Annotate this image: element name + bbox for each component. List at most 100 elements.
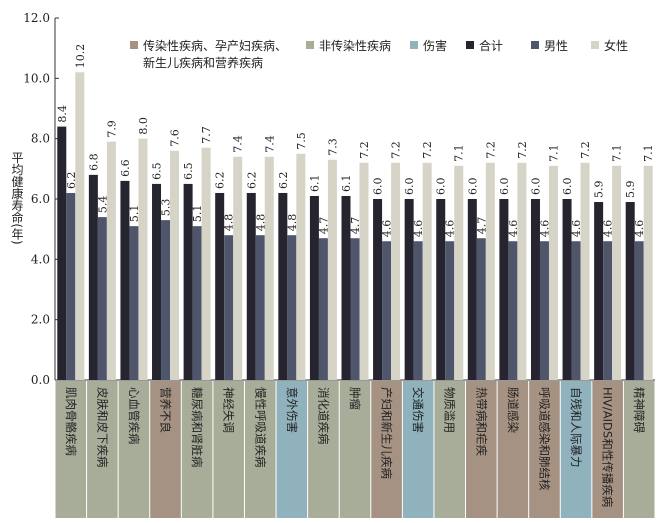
category-label: 消化道疾病 (316, 387, 330, 445)
bar-合计-5 (215, 192, 225, 380)
category-cell-8 (308, 381, 339, 518)
bar-合计-12 (436, 199, 446, 380)
data-label: 6.1 (308, 174, 321, 192)
data-label: 6.2 (214, 171, 227, 189)
data-label: 4.6 (412, 220, 425, 238)
bar-男性-9 (350, 238, 360, 380)
data-label: 4.6 (444, 220, 457, 238)
bar-男性-5 (224, 235, 234, 380)
category-cell-11 (402, 381, 434, 518)
category-labels: 肌肉骨骼疾病 皮肤和皮下疾病 心血管疾病 营养不良 糖尿病和肾脏病 神经失调 慢性呼吸道疾病… (64, 387, 646, 508)
data-label: 7.2 (484, 141, 497, 159)
data-label: 4.6 (507, 220, 520, 238)
data-label: 7.2 (516, 141, 529, 159)
data-label: 7.4 (232, 135, 245, 153)
bar-女性-14 (517, 162, 527, 380)
bar-合计-14 (499, 199, 509, 380)
data-label: 7.1 (642, 144, 655, 162)
bar-女性-3 (170, 150, 180, 380)
bar-男性-16 (571, 241, 581, 380)
category-label: 糖尿病和肾脏病 (190, 387, 204, 468)
bar-合计-15 (530, 199, 540, 380)
data-label: 7.7 (200, 126, 213, 144)
data-label: 4.6 (633, 220, 646, 238)
legend-label: 男性 (544, 39, 568, 53)
bar-男性-7 (287, 235, 297, 380)
bar-男性-18 (634, 241, 644, 380)
bar-合计-9 (341, 195, 351, 380)
bar-合计-8 (309, 195, 319, 380)
legend-label: 伤害 (423, 38, 447, 53)
bar-男性-11 (413, 241, 423, 380)
bar-合计-13 (467, 199, 477, 380)
category-cell-3 (150, 381, 181, 518)
category-label: 肠道感染 (506, 387, 520, 433)
bar-女性-8 (327, 159, 337, 380)
data-label: 5.9 (624, 181, 637, 199)
data-label: 10.2 (74, 44, 87, 69)
category-cell-9 (339, 381, 371, 518)
data-label: 8.0 (137, 117, 150, 135)
category-cell-5 (213, 381, 244, 518)
legend-label: 非传染性疾病 (319, 38, 391, 53)
bar-男性-3 (161, 220, 171, 380)
bars (57, 72, 653, 381)
bar-合计-2 (120, 180, 130, 380)
data-label: 7.4 (263, 135, 276, 153)
category-label: 肌肉骨骼疾病 (64, 387, 78, 456)
bar-合计-16 (562, 199, 572, 380)
category-label: 产妇和新生儿疾病 (380, 387, 394, 479)
category-label: 肿瘤 (348, 387, 362, 410)
legend: 传染性疾病、孕产妇疾病、新生儿疾病和营养疾病 非传染性疾病 伤害 合计 男性 女性 (130, 38, 628, 70)
category-cell-12 (434, 381, 466, 518)
data-label: 6.0 (561, 178, 574, 196)
bar-女性-0 (75, 72, 85, 381)
y-tick-label: 2.0 (31, 313, 50, 327)
category-cell-16 (560, 381, 592, 518)
data-label: 6.1 (340, 174, 353, 192)
y-tick-label: 8.0 (31, 132, 50, 146)
category-label: 慢性呼吸道疾病 (253, 387, 267, 468)
category-cell-18 (623, 381, 655, 518)
legend-swatch (410, 41, 418, 49)
bar-合计-6 (246, 192, 256, 380)
bar-男性-1 (97, 217, 107, 380)
data-label: 6.2 (65, 171, 78, 189)
bar-合计-18 (625, 202, 635, 380)
bar-合计-11 (404, 199, 414, 380)
bar-合计-10 (373, 199, 383, 380)
bar-男性-12 (445, 241, 455, 380)
legend-swatch (306, 41, 314, 49)
bar-女性-13 (485, 162, 495, 380)
bar-男性-14 (508, 241, 518, 380)
category-label: 精神障碍 (632, 387, 646, 433)
data-label: 7.1 (611, 144, 624, 162)
bar-女性-10 (391, 162, 401, 380)
bar-女性-1 (106, 141, 116, 380)
bar-男性-2 (129, 226, 139, 380)
bar-男性-4 (192, 226, 202, 380)
category-label: 营养不良 (159, 387, 173, 433)
data-label: 6.0 (372, 178, 385, 196)
bar-女性-6 (264, 156, 274, 380)
bar-男性-17 (603, 241, 613, 380)
data-label: 7.2 (358, 141, 371, 159)
data-label: 4.6 (602, 220, 615, 238)
bar-男性-10 (382, 241, 392, 380)
bar-女性-2 (138, 138, 148, 380)
legend-label-line2: 新生儿疾病和营养疾病 (143, 55, 263, 70)
bar-女性-18 (643, 165, 653, 380)
data-label: 6.2 (277, 171, 290, 189)
category-label: 物质滥用 (443, 387, 457, 433)
data-label: 7.1 (547, 144, 560, 162)
data-label: 4.8 (286, 214, 299, 232)
category-cell-2 (118, 381, 150, 518)
data-label: 6.0 (529, 178, 542, 196)
bar-女性-16 (580, 162, 590, 380)
bar-合计-3 (152, 183, 162, 380)
data-label: 5.1 (191, 205, 204, 223)
data-label: 6.6 (119, 159, 132, 177)
data-label: 4.8 (254, 214, 267, 232)
data-label: 6.2 (245, 171, 258, 189)
category-cell-6 (244, 381, 276, 518)
